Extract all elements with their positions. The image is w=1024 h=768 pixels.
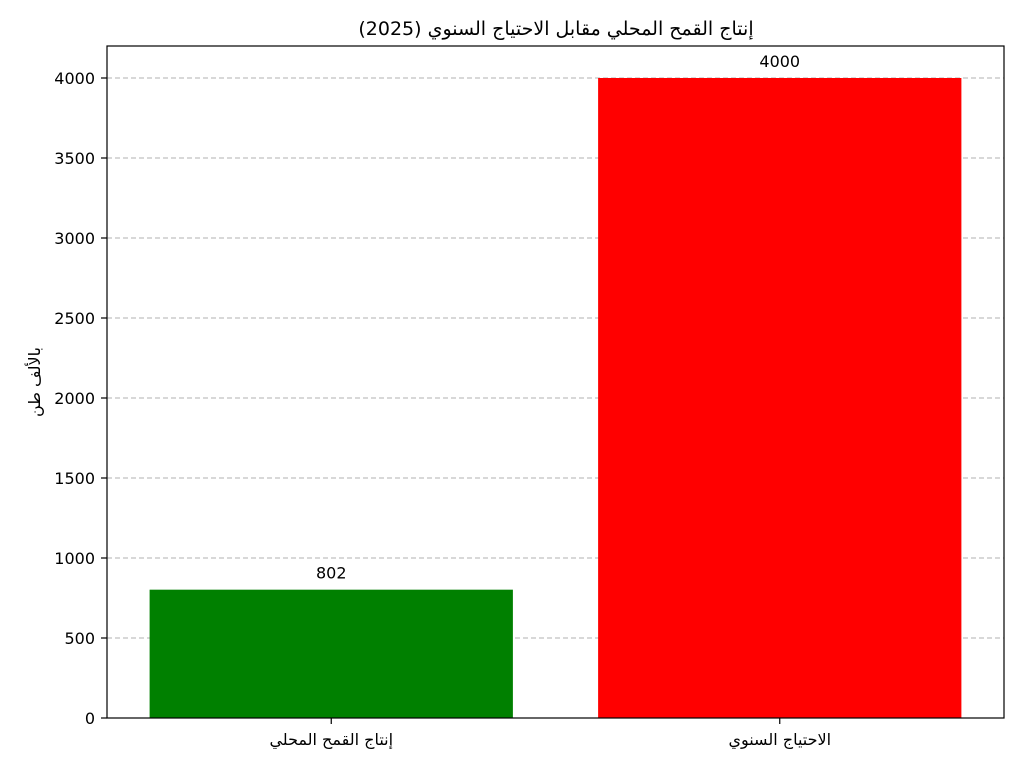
y-tick-label: 2500 [54,309,95,328]
bar-1 [149,589,513,718]
y-tick-label: 3500 [54,149,95,168]
x-tick-label: إنتاج القمح المحلي [269,730,393,750]
data-label-2: 4000 [759,52,800,71]
x-tick-label: الاحتياج السنوي [728,730,831,750]
y-tick-label: 3000 [54,229,95,248]
y-tick-label: 0 [85,709,95,728]
y-tick-label: 500 [64,629,95,648]
chart-title: إنتاج القمح المحلي مقابل الاحتياج السنوي… [358,18,753,41]
y-tick-label: 1500 [54,469,95,488]
x-axis-ticks: إنتاج القمح المحلي الاحتياج السنوي [269,718,831,750]
y-tick-label: 4000 [54,69,95,88]
data-labels: 802 4000 [316,52,800,583]
y-tick-label: 1000 [54,549,95,568]
bars [149,78,962,718]
plot-frame [106,45,1005,719]
bar-2 [598,78,962,718]
y-tick-label: 2000 [54,389,95,408]
y-axis-label: بالألف طن [24,347,45,417]
y-axis-ticks: 0 500 1000 1500 2000 2500 3000 3500 4000 [54,69,107,728]
data-label-1: 802 [316,564,347,583]
